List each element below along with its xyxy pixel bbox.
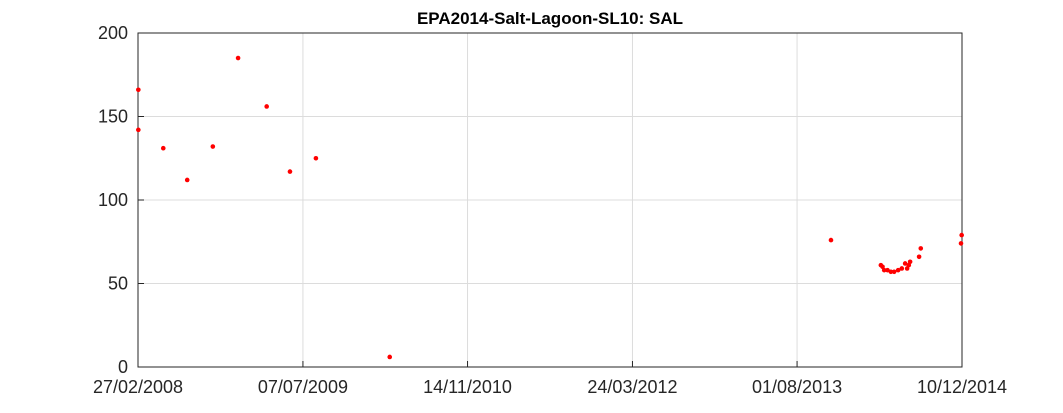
data-point bbox=[902, 261, 908, 266]
data-point bbox=[888, 269, 894, 275]
axis-tick-labels: 0 50 100 150 200 27/02/2008 07/07/2009 14/11/20… bbox=[93, 23, 1007, 397]
y-tick-label: 50 bbox=[108, 274, 128, 294]
y-tick-label: 0 bbox=[118, 357, 128, 377]
data-point bbox=[184, 177, 190, 183]
data-point bbox=[907, 259, 913, 265]
data-point bbox=[958, 241, 964, 246]
data-point bbox=[313, 155, 319, 161]
x-tick-label: 07/07/2009 bbox=[258, 377, 348, 397]
data-point bbox=[828, 237, 834, 243]
data-point bbox=[136, 127, 141, 133]
data-point bbox=[918, 246, 924, 251]
data-point bbox=[916, 254, 922, 260]
data-point bbox=[264, 104, 269, 109]
y-tick-label: 100 bbox=[98, 190, 128, 210]
data-point bbox=[899, 266, 905, 271]
x-tick-label: 24/03/2012 bbox=[587, 377, 677, 397]
y-tick-label: 150 bbox=[98, 107, 128, 127]
data-point bbox=[210, 144, 216, 149]
data-point bbox=[881, 267, 887, 273]
x-tick-label: 10/12/2014 bbox=[917, 377, 1007, 397]
data-point bbox=[387, 354, 393, 360]
data-point bbox=[895, 267, 901, 273]
data-point bbox=[235, 55, 241, 61]
x-tick-label: 14/11/2010 bbox=[423, 377, 512, 397]
chart-title: EPA2014-Salt-Lagoon-SL10: SAL bbox=[417, 9, 683, 28]
x-tick-label: 01/08/2013 bbox=[752, 377, 842, 397]
data-point bbox=[160, 145, 166, 151]
data-point bbox=[287, 169, 293, 174]
data-point bbox=[891, 269, 897, 275]
x-tick-label: 27/02/2008 bbox=[93, 377, 183, 397]
data-point bbox=[959, 232, 964, 238]
data-point bbox=[136, 87, 141, 93]
data-points bbox=[136, 55, 964, 360]
y-tick-label: 200 bbox=[98, 23, 128, 43]
